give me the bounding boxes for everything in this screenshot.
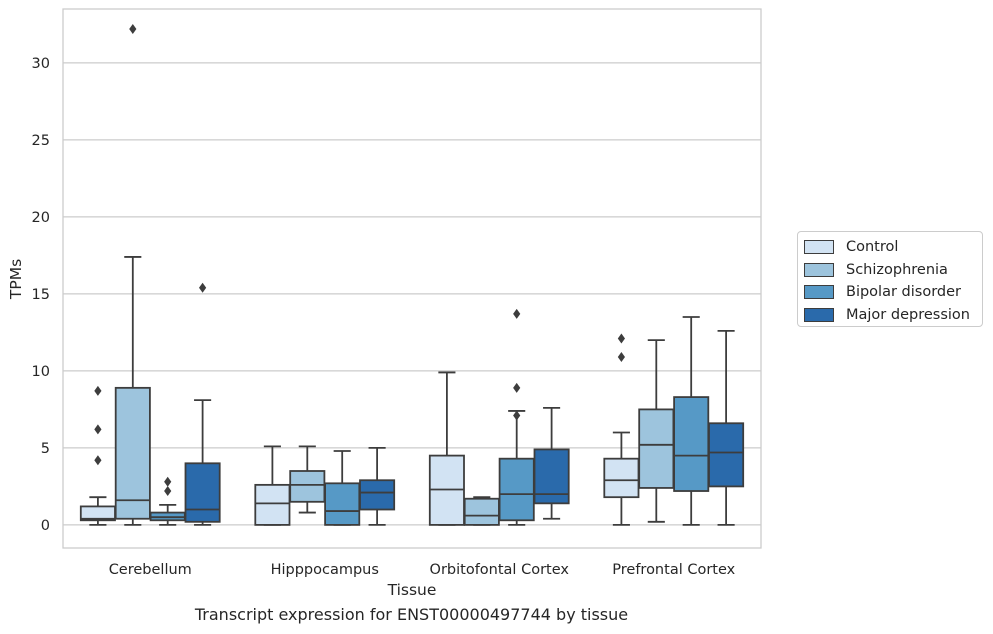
outlier-point	[513, 410, 521, 421]
outlier-point	[513, 382, 521, 393]
y-tick-labels: 0 5 10 15 20 25 30	[32, 56, 50, 534]
gridlines	[63, 62, 761, 526]
x-tick-label: Orbitofontal Cortex	[430, 562, 570, 578]
legend-label: Schizophrenia	[846, 261, 948, 278]
y-tick-label: 5	[41, 441, 50, 457]
box-body	[463, 497, 500, 526]
box-body	[114, 386, 151, 520]
outlier-point	[164, 476, 172, 487]
box-body	[184, 462, 221, 523]
outlier-point	[94, 385, 102, 396]
legend-label: Control	[846, 239, 899, 256]
legend-swatch	[804, 240, 834, 255]
x-tick-label: Hipppocampus	[271, 562, 379, 578]
x-axis-label: Tissue	[387, 581, 437, 599]
y-tick-label: 25	[32, 133, 50, 149]
y-tick-label: 15	[32, 287, 50, 303]
box-body	[533, 448, 570, 505]
legend-label: Major depression	[846, 306, 970, 323]
box-body	[359, 479, 396, 511]
box-schizophrenia	[638, 339, 675, 523]
outlier-point	[617, 333, 625, 344]
outlier-point	[164, 486, 172, 497]
legend-item: Schizophrenia	[798, 259, 982, 282]
x-tick-label: Cerebellum	[109, 562, 192, 578]
outlier-point	[129, 24, 137, 35]
box-schizophrenia	[114, 24, 151, 526]
box-schizophrenia	[463, 496, 500, 526]
legend-item: Bipolar disorder	[798, 281, 982, 304]
chart-caption: Transcript expression for ENST0000049774…	[194, 605, 629, 624]
legend-swatch	[804, 262, 834, 277]
box-major-depression	[359, 446, 396, 526]
box-body	[603, 457, 640, 499]
plot-frame	[62, 8, 762, 549]
x-tick-labels: Cerebellum Hipppocampus Orbitofontal Corte…	[109, 562, 736, 578]
outlier-point	[617, 352, 625, 363]
box-major-depression	[533, 406, 570, 520]
box-bipolar-disorder	[324, 450, 361, 526]
box-body	[289, 470, 326, 503]
outlier-point	[94, 424, 102, 435]
box-control	[428, 371, 465, 526]
y-tick-label: 30	[32, 56, 50, 72]
legend-swatch	[804, 307, 834, 322]
box-series-group	[79, 24, 745, 526]
box-body	[673, 396, 710, 492]
y-tick-label: 20	[32, 210, 50, 226]
box-body	[708, 422, 745, 488]
box-control	[79, 385, 116, 526]
outlier-point	[199, 282, 207, 293]
box-body	[498, 457, 535, 522]
y-tick-label: 0	[41, 518, 50, 534]
box-schizophrenia	[289, 445, 326, 514]
legend: Control Schizophrenia Bipolar disorder Majo…	[797, 231, 983, 327]
legend-item: Major depression	[798, 304, 982, 327]
legend-item: Control	[798, 236, 982, 259]
legend-swatch	[804, 285, 834, 300]
x-tick-label: Prefrontal Cortex	[612, 562, 735, 578]
box-control	[603, 333, 640, 526]
y-axis-label: TPMs	[7, 259, 25, 300]
box-body	[254, 483, 291, 526]
box-bipolar-disorder	[498, 308, 535, 526]
box-body	[638, 408, 675, 489]
box-bipolar-disorder	[673, 316, 710, 526]
y-tick-label: 10	[32, 364, 50, 380]
box-control	[254, 445, 291, 526]
box-major-depression	[184, 282, 221, 526]
outlier-point	[513, 308, 521, 319]
box-bipolar-disorder	[149, 476, 186, 526]
box-body	[324, 482, 361, 526]
box-major-depression	[708, 329, 745, 526]
outlier-point	[94, 455, 102, 466]
legend-label: Bipolar disorder	[846, 284, 961, 301]
